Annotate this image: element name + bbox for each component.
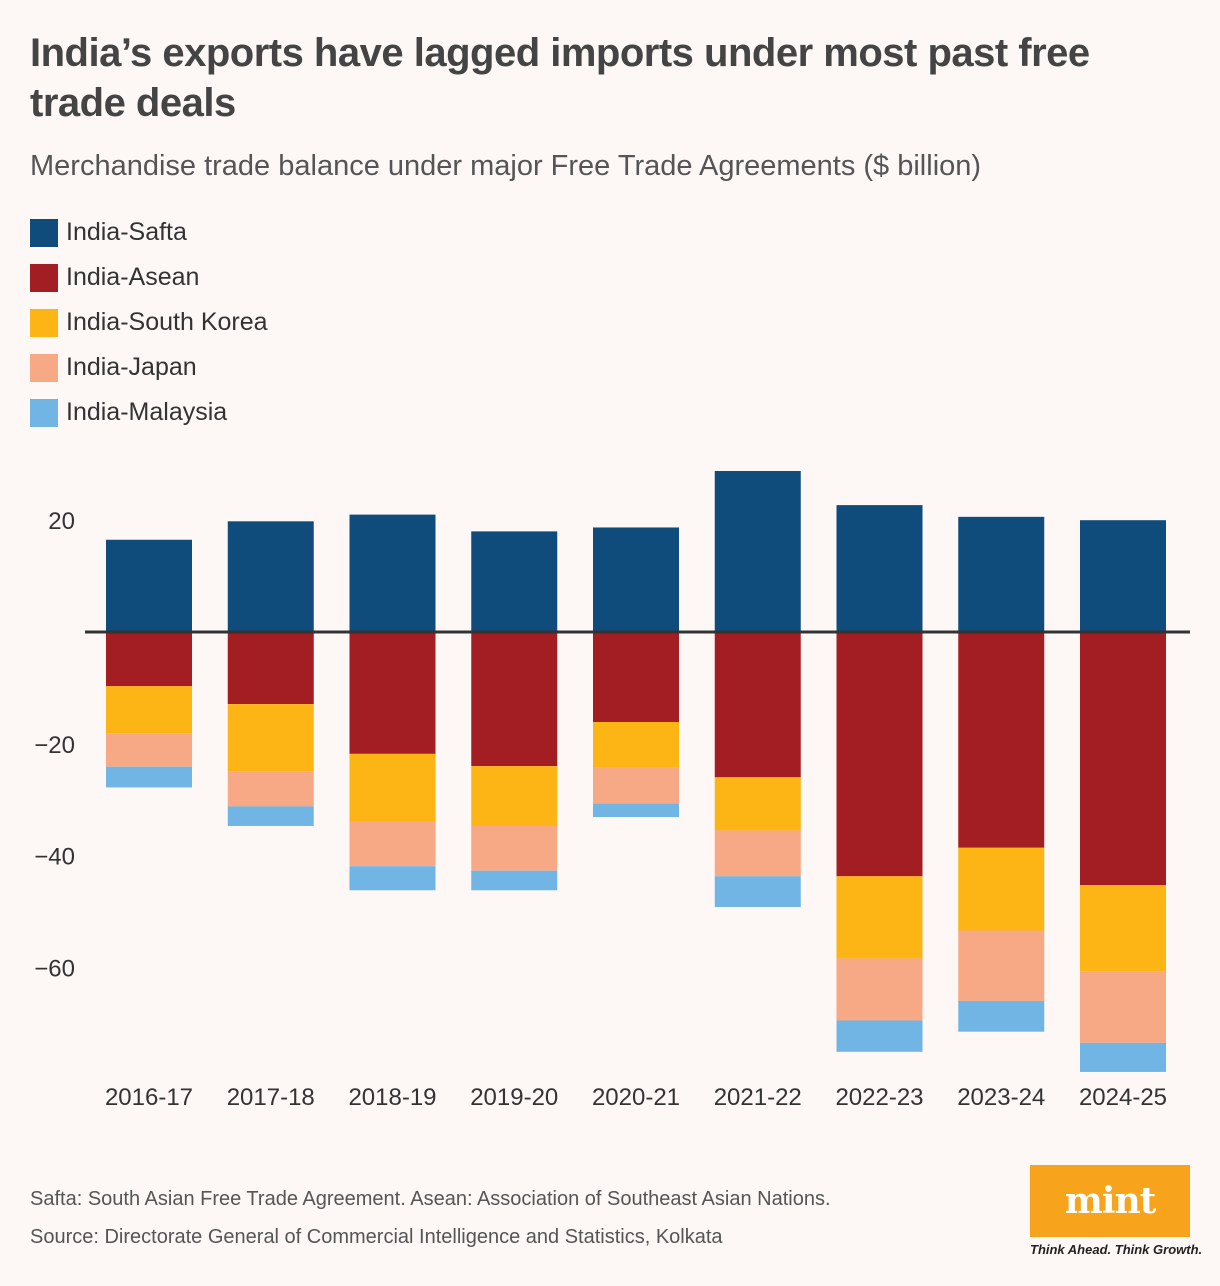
bar-segment <box>958 516 1045 632</box>
x-tick-label: 2024-25 <box>1079 1084 1167 1111</box>
bar-segment <box>1080 1042 1166 1072</box>
bar-segment <box>958 847 1045 931</box>
x-tick-label: 2018-19 <box>348 1084 436 1111</box>
bar-segment <box>349 866 436 891</box>
bar-segment <box>471 766 558 826</box>
bar-segment <box>227 806 314 826</box>
y-tick-label: −20 <box>34 732 75 759</box>
bar-segment <box>106 539 192 632</box>
chart-title: India’s exports have lagged imports unde… <box>30 31 1090 125</box>
chart-subtitle: Merchandise trade balance under major Fr… <box>30 150 982 182</box>
legend-swatch <box>30 263 58 292</box>
bar-segment <box>1080 520 1166 632</box>
bar-segment <box>106 686 192 734</box>
legend-item-asean: India-Asean <box>30 255 268 300</box>
bar-segment <box>106 632 192 687</box>
legend-label: India-Asean <box>66 263 200 291</box>
y-tick-label: −40 <box>34 844 75 871</box>
legend-item-south-korea: India-South Korea <box>30 300 268 345</box>
x-tick-label: 2017-18 <box>227 1084 315 1111</box>
bar-segment <box>1080 885 1166 972</box>
x-tick-label: 2020-21 <box>592 1084 680 1111</box>
legend-item-japan: India-Japan <box>30 345 268 390</box>
legend: India-Safta India-Asean India-South Kore… <box>30 210 268 435</box>
x-tick-label: 2023-24 <box>957 1084 1045 1111</box>
legend-label: India-Safta <box>66 218 187 246</box>
bar-segment <box>106 733 192 767</box>
bar-segment <box>471 825 558 871</box>
bar-segment <box>836 505 923 632</box>
bar-segment <box>349 753 436 822</box>
x-tick-label: 2022-23 <box>835 1084 923 1111</box>
legend-item-malaysia: India-Malaysia <box>30 390 268 435</box>
bar-segment <box>836 876 923 959</box>
x-tick-label: 2019-20 <box>470 1084 558 1111</box>
legend-swatch <box>30 218 58 247</box>
legend-label: India-Malaysia <box>66 398 228 426</box>
bar-segment <box>227 521 314 632</box>
bar-segment <box>106 766 192 788</box>
bar-segment <box>227 632 314 705</box>
bar-segment <box>349 821 436 867</box>
bar-segment <box>714 876 801 908</box>
bar-segment <box>593 721 679 768</box>
legend-item-safta: India-Safta <box>30 210 268 255</box>
bar-segment <box>714 632 801 778</box>
logo-tagline: Think Ahead. Think Growth. <box>1030 1242 1203 1257</box>
bar-segment <box>471 632 558 767</box>
bar-segment <box>1080 632 1166 886</box>
footnote: Safta: South Asian Free Trade Agreement.… <box>30 1188 831 1210</box>
legend-swatch <box>30 308 58 337</box>
x-tick-label: 2016-17 <box>105 1084 193 1111</box>
legend-label: India-Japan <box>66 353 197 381</box>
x-tick-label: 2021-22 <box>714 1084 802 1111</box>
y-tick-label: −60 <box>34 955 75 982</box>
bar-segment <box>227 704 314 772</box>
bar-segment <box>1080 971 1166 1043</box>
bar-segment <box>349 632 436 754</box>
bar-segment <box>958 930 1045 1001</box>
source-note: Source: Directorate General of Commercia… <box>30 1226 723 1248</box>
legend-label: India-South Korea <box>66 308 268 336</box>
bar-segment <box>593 527 679 632</box>
bar-segment <box>471 870 558 891</box>
mint-logo: mint <box>1030 1165 1190 1237</box>
bar-segment <box>593 767 679 804</box>
logo-text: mint <box>1064 1180 1157 1222</box>
bar-segment <box>593 803 679 818</box>
bar-segment <box>958 632 1045 848</box>
bar-segment <box>471 531 558 632</box>
bar-segment <box>714 830 801 877</box>
bar-segment <box>836 1020 923 1052</box>
legend-swatch <box>30 353 58 382</box>
bar-segment <box>714 471 801 632</box>
bar-segment <box>349 514 436 632</box>
legend-swatch <box>30 398 58 427</box>
bar-segment <box>836 958 923 1021</box>
stacked-bar-chart: 20 −20 −40 −60 2016-17 2017-18 2018-19 2019-20 2… <box>34 471 1190 1111</box>
bar-segment <box>714 777 801 831</box>
bar-segment <box>958 1000 1045 1032</box>
bar-segment <box>227 771 314 807</box>
bar-segment <box>836 632 923 877</box>
bar-segment <box>593 632 679 722</box>
y-tick-label: 20 <box>48 508 75 535</box>
